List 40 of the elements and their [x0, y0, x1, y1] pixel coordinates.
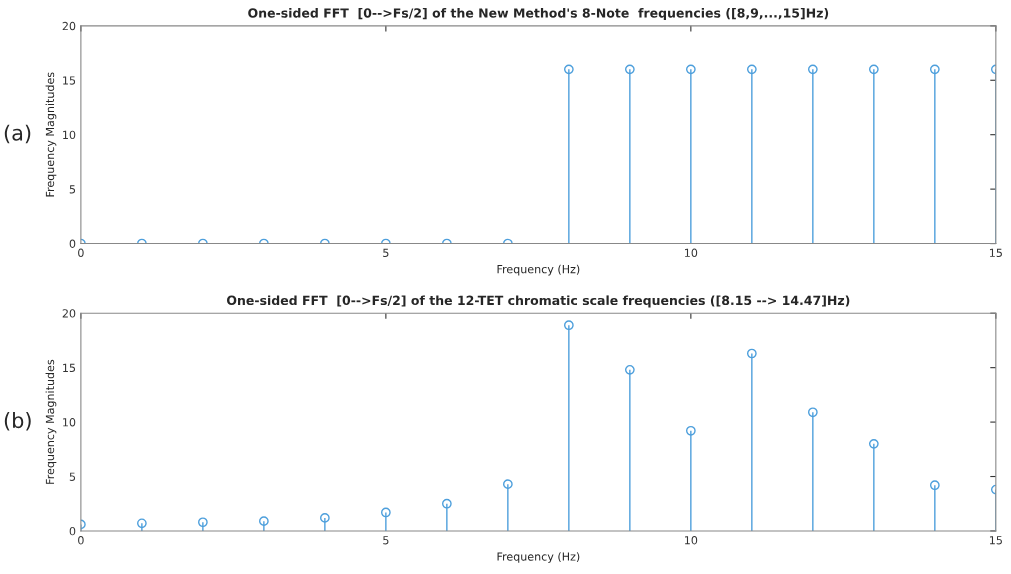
- x-tick-label: 10: [685, 248, 698, 258]
- point: [563, 320, 574, 331]
- point: [502, 479, 513, 490]
- chart-title: One-sided FFT [0-->Fs/2] of the New Method's 8-Note frequencies ([8,9,...,15]Hz): [248, 8, 829, 21]
- point: [685, 425, 696, 436]
- point: [137, 518, 147, 529]
- y-tick-label: 10: [63, 418, 76, 427]
- y-axis-title: Frequency Magnitudes: [45, 359, 57, 484]
- y-tick-label: 20: [62, 309, 76, 318]
- x-tick-label: 0: [78, 248, 84, 258]
- y-tick-label: 5: [69, 185, 76, 194]
- point: [198, 517, 208, 528]
- x-tick-label: 15: [989, 536, 1002, 545]
- x-axis-title: Frequency (Hz): [497, 264, 580, 276]
- y-tick-label: 20: [62, 21, 76, 31]
- point: [381, 507, 391, 518]
- text: (b): [4, 412, 31, 431]
- y-tick-label: 0: [69, 526, 76, 536]
- chart-title: One-sided FFT [0-->Fs/2] of the 12-TET chromatic scale frequencies ([8.15 --> 14.47]Hz): [226, 295, 850, 308]
- y-tick-label: 10: [63, 130, 76, 140]
- point: [442, 498, 452, 509]
- text: (a): [4, 124, 31, 144]
- y-tick-label: 15: [63, 76, 76, 85]
- y-tick-label: 0: [69, 239, 76, 248]
- point: [320, 513, 330, 523]
- y-tick-label: 5: [69, 472, 76, 481]
- point: [746, 348, 757, 359]
- point: [868, 438, 879, 449]
- point: [807, 407, 818, 418]
- point: [624, 364, 635, 375]
- x-tick-label: 15: [989, 248, 1002, 258]
- point: [259, 516, 269, 527]
- x-tick-label: 5: [383, 248, 389, 258]
- point: [929, 480, 940, 491]
- x-tick-label: 5: [383, 536, 389, 545]
- x-tick-label: 0: [78, 536, 84, 545]
- y-tick-label: 15: [63, 363, 76, 373]
- x-tick-label: 10: [685, 536, 698, 545]
- y-axis-title: Frequency Magnitudes: [45, 72, 57, 197]
- x-axis-title: Frequency (Hz): [497, 552, 580, 563]
